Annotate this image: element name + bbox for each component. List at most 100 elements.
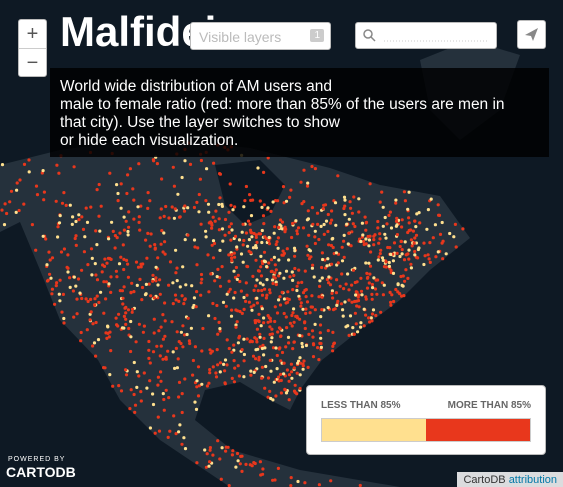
city-dot — [195, 263, 199, 267]
city-dot — [195, 290, 199, 294]
city-dot — [342, 287, 346, 291]
city-dot — [395, 216, 399, 220]
city-dot — [233, 234, 238, 238]
city-dot — [236, 364, 240, 368]
city-dot — [139, 265, 143, 269]
city-dot — [183, 377, 187, 381]
city-dot — [134, 340, 138, 344]
city-dot — [353, 280, 357, 285]
city-dot — [300, 341, 304, 346]
city-dot — [270, 327, 274, 331]
city-dot — [79, 330, 83, 335]
city-dot — [416, 256, 420, 260]
city-dot — [257, 355, 261, 359]
city-dot — [149, 232, 153, 236]
city-dot — [62, 191, 66, 195]
city-dot — [256, 269, 261, 273]
city-dot — [328, 221, 333, 225]
city-dot — [144, 238, 148, 242]
city-dot — [161, 313, 165, 317]
city-dot — [286, 335, 291, 339]
city-dot — [260, 205, 264, 209]
city-dot — [276, 375, 281, 379]
city-dot — [274, 346, 278, 350]
city-dot — [258, 281, 262, 285]
city-dot — [403, 240, 407, 244]
city-dot — [395, 233, 399, 237]
city-dot — [129, 319, 133, 324]
city-dot — [133, 403, 138, 407]
attribution-link[interactable]: attribution — [508, 474, 557, 486]
city-dot — [126, 229, 130, 234]
city-dot — [120, 289, 124, 293]
city-dot — [242, 352, 246, 357]
city-dot — [126, 262, 130, 266]
city-dot — [364, 297, 368, 301]
city-dot — [119, 389, 124, 393]
city-dot — [117, 262, 122, 266]
city-dot — [371, 308, 376, 312]
city-dot — [205, 452, 209, 456]
city-dot — [181, 324, 185, 328]
city-dot — [101, 263, 105, 267]
city-dot — [278, 346, 282, 350]
city-dot — [310, 266, 314, 270]
city-dot — [379, 248, 383, 252]
city-dot — [129, 335, 133, 339]
city-dot — [311, 355, 316, 359]
city-dot — [139, 399, 143, 403]
city-dot — [274, 280, 278, 284]
city-dot — [125, 191, 129, 196]
city-dot — [83, 235, 87, 239]
city-dot — [342, 195, 347, 199]
city-dot — [199, 281, 203, 285]
zoom-out[interactable]: − — [26, 52, 39, 74]
city-dot — [148, 199, 152, 203]
city-dot — [380, 281, 384, 285]
layer-selector[interactable]: Visible layers 1 — [190, 22, 331, 50]
city-dot — [275, 240, 279, 244]
city-dot — [339, 302, 344, 306]
city-dot — [147, 282, 151, 286]
city-dot — [273, 305, 277, 309]
city-dot — [88, 312, 92, 316]
city-dot — [161, 357, 165, 361]
city-dot — [155, 162, 159, 166]
city-dot — [193, 400, 197, 404]
city-dot — [173, 293, 178, 297]
city-dot — [279, 391, 283, 395]
city-dot — [407, 257, 411, 261]
city-dot — [431, 236, 435, 240]
city-dot — [429, 197, 433, 201]
city-dot — [448, 231, 452, 236]
city-dot — [142, 324, 146, 328]
zoom-in[interactable]: + — [19, 20, 46, 49]
city-dot — [367, 238, 371, 242]
city-dot — [227, 290, 231, 294]
share-button[interactable] — [517, 20, 546, 49]
city-dot — [91, 322, 95, 326]
city-dot — [42, 190, 47, 194]
city-dot — [336, 261, 340, 265]
city-dot — [79, 339, 83, 343]
city-dot — [255, 296, 259, 300]
city-dot — [317, 237, 321, 242]
city-dot — [357, 197, 361, 201]
city-dot — [389, 226, 394, 230]
city-dot — [307, 233, 311, 237]
city-dot — [182, 436, 186, 440]
city-dot — [246, 265, 250, 269]
city-dot — [0, 208, 4, 212]
city-dot — [123, 306, 127, 310]
city-dot — [422, 241, 426, 245]
city-dot — [118, 231, 122, 235]
city-dot — [137, 220, 141, 224]
city-dot — [290, 313, 294, 318]
search-box[interactable] — [355, 22, 497, 49]
city-dot — [174, 346, 178, 350]
city-dot — [310, 329, 315, 333]
city-dot — [278, 295, 282, 299]
city-dot — [218, 457, 222, 461]
city-dot — [403, 279, 407, 283]
city-dot — [119, 255, 123, 259]
